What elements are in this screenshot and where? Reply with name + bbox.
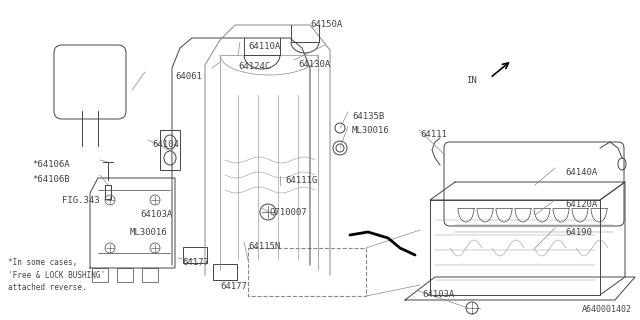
Bar — [160, 130, 180, 170]
Text: 64135B: 64135B — [352, 112, 384, 121]
Text: A640001402: A640001402 — [582, 305, 632, 314]
Text: 64120A: 64120A — [565, 200, 597, 209]
Text: 64140A: 64140A — [565, 168, 597, 177]
Text: 64177: 64177 — [182, 258, 209, 267]
Text: FIG.343: FIG.343 — [62, 196, 100, 205]
Bar — [117, 268, 133, 282]
Text: 64124C: 64124C — [238, 62, 270, 71]
Text: 64115N: 64115N — [248, 242, 280, 251]
Bar — [142, 268, 158, 282]
Text: 64150A: 64150A — [310, 20, 342, 29]
Text: Q710007: Q710007 — [270, 208, 308, 217]
Text: 64110A: 64110A — [248, 42, 280, 51]
Text: 64111G: 64111G — [285, 176, 317, 185]
Text: 64104: 64104 — [152, 140, 179, 149]
Text: 64177: 64177 — [220, 282, 247, 291]
Text: ML30016: ML30016 — [130, 228, 168, 237]
Bar — [213, 264, 237, 280]
Text: 64103A: 64103A — [140, 210, 172, 219]
Bar — [248, 248, 366, 296]
Text: *64106A: *64106A — [32, 160, 70, 169]
Text: IN: IN — [466, 76, 477, 85]
Text: 64111: 64111 — [420, 130, 447, 139]
Text: 64061: 64061 — [175, 72, 202, 81]
Text: *64106B: *64106B — [32, 175, 70, 184]
Text: 64190: 64190 — [565, 228, 592, 237]
Bar — [92, 268, 108, 282]
Text: 64130A: 64130A — [298, 60, 330, 69]
Text: ML30016: ML30016 — [352, 126, 390, 135]
Text: 64103A: 64103A — [422, 290, 454, 299]
Text: *In some cases,
'Free & LOCK BUSHING'
attached reverse.: *In some cases, 'Free & LOCK BUSHING' at… — [8, 258, 105, 292]
Bar — [183, 247, 207, 263]
